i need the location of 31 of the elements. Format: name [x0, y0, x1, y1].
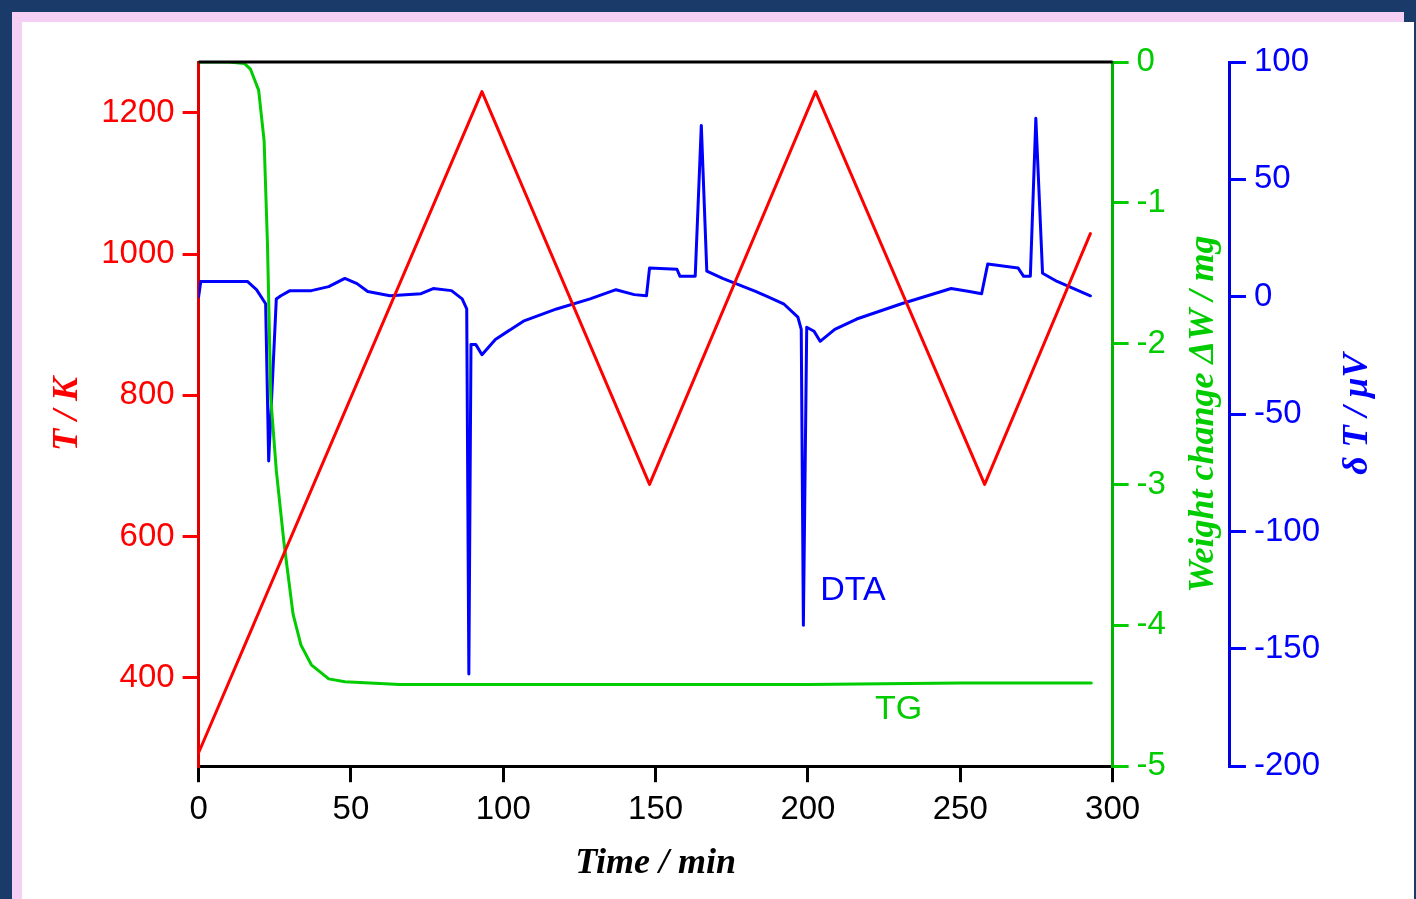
y-tick-label: 1000: [101, 233, 175, 271]
y2-tick-label: 0: [1136, 41, 1155, 79]
x-tick-label: 150: [628, 789, 684, 827]
x-tick-label: 250: [932, 789, 988, 827]
series-label: TG: [874, 688, 923, 727]
x-axis-title: Time / min: [575, 840, 736, 881]
y3-tick-label: -150: [1253, 627, 1321, 665]
y3-axis-title: δ T / μV: [1335, 350, 1376, 475]
x-tick-label: 50: [332, 789, 370, 827]
y3-tick-label: -100: [1253, 510, 1321, 548]
x-tick-label: 200: [780, 789, 836, 827]
y-tick-label: 1200: [101, 91, 175, 129]
y2-tick-label: -4: [1136, 604, 1166, 642]
y-tick-label: 400: [119, 657, 175, 694]
y2-tick-label: -5: [1136, 745, 1166, 783]
y-tick-label: 800: [119, 374, 175, 412]
y2-axis-title: Weight change ΔW / mg: [1181, 235, 1222, 593]
y-tick-label: 600: [119, 515, 175, 553]
y3-tick-label: -200: [1253, 745, 1321, 783]
y3-tick-label: 0: [1253, 275, 1273, 313]
x-tick-label: 0: [189, 789, 208, 827]
y-axis-title: T / K: [44, 374, 85, 452]
series-label: DTA: [820, 568, 886, 607]
y3-tick-label: 50: [1253, 158, 1291, 196]
x-tick-label: 100: [475, 789, 531, 827]
y3-tick-label: -50: [1253, 393, 1302, 431]
y2-tick-label: -3: [1136, 463, 1166, 501]
y2-tick-label: -2: [1136, 322, 1166, 360]
x-tick-label: 300: [1085, 789, 1141, 827]
y2-tick-label: -1: [1136, 181, 1166, 219]
y3-tick-label: 100: [1253, 41, 1310, 79]
